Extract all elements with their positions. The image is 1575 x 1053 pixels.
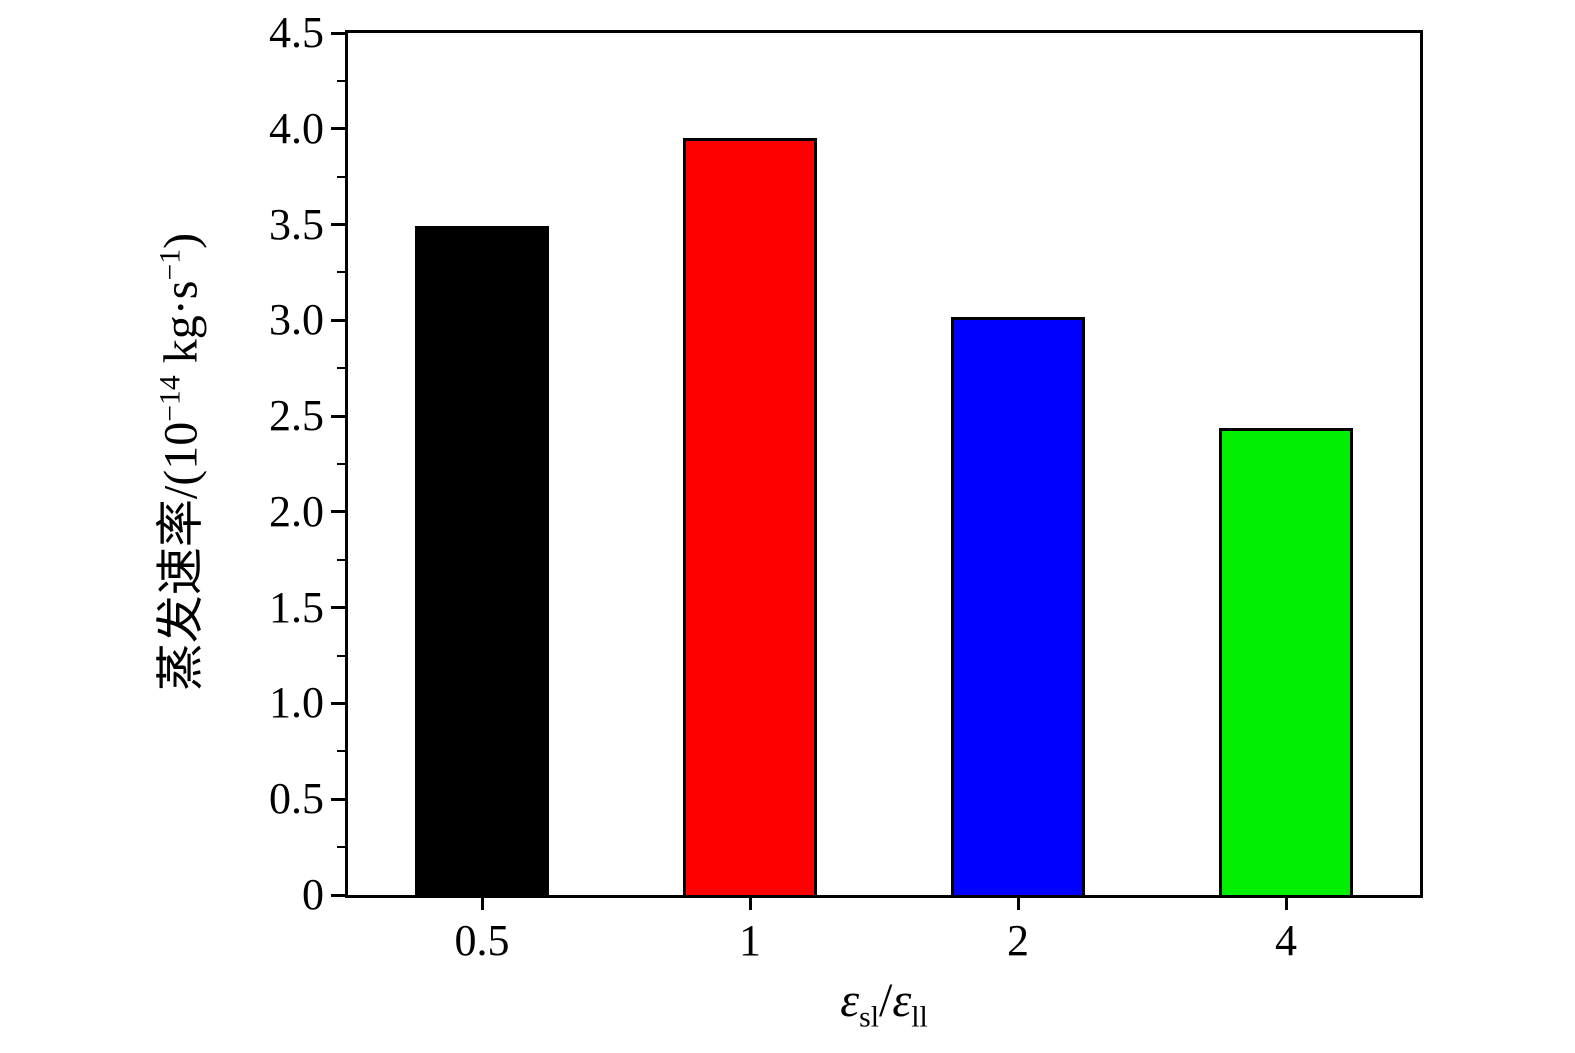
y-axis-minor-tick [337,367,345,370]
y-axis-major-tick [331,31,345,35]
x-axis-tick-label: 2 [1007,916,1029,965]
x-axis-major-tick [1016,898,1020,910]
plot-area: 0 0.5 1.0 1.5 2.0 2.5 3.0 3.5 4.0 4.5 0.5 1 2 4 [269,11,1423,963]
y-axis-minor-tick [337,750,345,753]
y-axis-tick-label: 2.5 [269,391,324,441]
x-axis-title: εsl/εll [840,974,928,1034]
y-axis-minor-tick [337,846,345,849]
x-axis-major-tick [1284,898,1288,910]
y-axis-major-tick [331,797,345,801]
y-axis-major-tick [331,606,345,610]
y-axis-major-tick [331,318,345,322]
y-axis-minor-tick [337,79,345,82]
y-axis-major-tick [331,893,345,897]
y-axis-tick-label: 0.5 [269,774,324,824]
x-axis-tick-label: 1 [739,916,761,965]
y-axis-minor-tick [337,654,345,657]
y-axis-tick-label: 4.0 [269,103,324,153]
y-axis-tick-label: 1.5 [269,582,324,632]
y-axis-major-tick [331,510,345,514]
bar-0.5 [415,226,549,895]
y-axis-minor-tick [337,175,345,178]
bar-4 [1219,427,1353,895]
y-axis-major-tick [331,127,345,131]
y-axis-title: 蒸发速率/(10−14 kg·s−1) [153,232,208,692]
bar-1 [683,138,817,895]
y-axis-tick-label: 3.0 [269,295,324,345]
x-axis-tick-label: 0.5 [454,916,510,965]
x-axis-major-tick [748,898,752,910]
y-axis-minor-tick [337,271,345,274]
x-axis-major-tick [480,898,484,910]
y-axis-minor-tick [337,558,345,561]
y-axis-tick-label: 1.0 [269,678,324,728]
y-axis-tick-label: 2.0 [269,486,324,536]
y-axis-major-tick [331,223,345,227]
y-axis-tick-label: 4.5 [269,8,324,57]
bar-2 [951,316,1085,895]
x-axis-tick-label: 4 [1275,916,1297,965]
y-axis-minor-tick [337,463,345,465]
y-axis-tick-label: 0 [302,870,324,919]
y-axis-major-tick [331,701,345,705]
y-axis-tick-label: 3.5 [269,199,324,249]
y-axis-major-tick [331,414,345,418]
